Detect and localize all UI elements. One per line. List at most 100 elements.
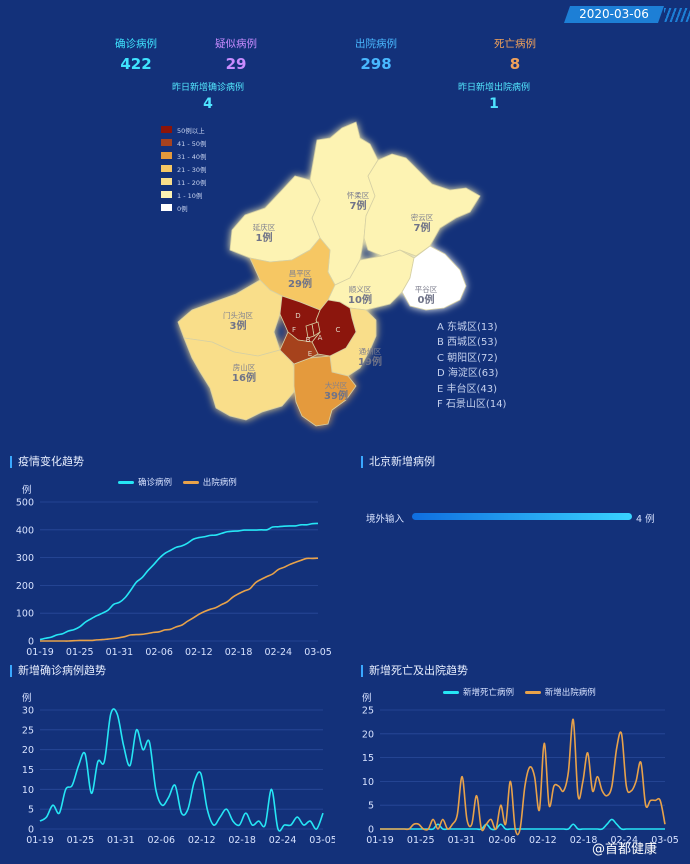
y-tick-label: 5 (28, 805, 34, 816)
panel-title-trend: 疫情变化趋势 (10, 456, 84, 468)
y-tick-label: 0 (368, 825, 374, 836)
core-district-letters: D C ABE F (292, 312, 341, 358)
y-tick-label: 25 (22, 725, 34, 736)
map-legend: 50例以上 41 - 50例 31 - 40例 21 - 30例 11 - 20例 1 -… (161, 123, 207, 214)
legend-label: 出院病例 (202, 478, 237, 488)
x-tick-label: 02-24 (610, 835, 638, 846)
map-legend-label: 50例以上 (177, 126, 205, 135)
y-tick-label: 30 (22, 706, 34, 717)
bar-item-bar (412, 513, 632, 520)
core-district-list: A 东城区(13) B 西城区(53) C 朝阳区(72) D 海淀区(63) E 丰台… (437, 320, 506, 412)
trend-legend: 确诊病例 出院病例 (118, 476, 237, 488)
y-tick-label: 400 (16, 525, 34, 536)
x-tick-label: 01-25 (407, 835, 435, 846)
map-legend-swatch (161, 139, 172, 146)
y-tick-label: 10 (22, 785, 34, 796)
series-line-1 (39, 522, 319, 641)
district-name: 密云区 (411, 212, 434, 222)
y-tick-label: 20 (362, 729, 374, 740)
map-legend-item: 1 - 10例 (161, 188, 207, 201)
y-tick-label: 20 (22, 745, 34, 756)
stat-label: 死亡病例 (494, 38, 536, 50)
district-count: 3例 (230, 319, 247, 332)
y-tick-label: 100 (16, 609, 34, 620)
x-tick-label: 03-05 (304, 647, 332, 658)
map-legend-label: 1 - 10例 (177, 191, 203, 200)
district-name: 房山区 (233, 362, 256, 372)
map-legend-label: 0例 (177, 204, 188, 213)
district-count: 1例 (256, 231, 273, 244)
x-tick-label: 02-18 (570, 835, 598, 846)
x-tick-label: 01-19 (366, 835, 394, 846)
map-legend-swatch (161, 152, 172, 159)
x-tick-label: 01-19 (26, 835, 54, 846)
x-tick-label: 02-12 (529, 835, 557, 846)
y-tick-label: 0 (28, 637, 34, 648)
map-legend-swatch (161, 191, 172, 198)
header-stripes (664, 8, 690, 22)
watermark: @首都健康 (592, 842, 658, 857)
map-legend-label: 21 - 30例 (177, 165, 207, 174)
x-tick-label: 02-06 (488, 835, 516, 846)
x-tick-label: 02-12 (188, 835, 216, 846)
district-miyun[interactable] (363, 153, 481, 257)
core-district-item: E 丰台区(43) (437, 383, 498, 395)
y-tick-label: 500 (16, 498, 34, 509)
x-tick-label: 02-12 (185, 647, 213, 658)
x-tick-label: 02-18 (225, 647, 253, 658)
bar-item-value: 4 例 (636, 514, 655, 525)
death-discharge-legend: 新增死亡病例 新增出院病例 (443, 686, 596, 698)
map-legend-item: 31 - 40例 (161, 149, 207, 162)
x-tick-label: 03-05 (651, 835, 679, 846)
map-legend-item: 11 - 20例 (161, 175, 207, 188)
y-axis-label: 例 (22, 484, 32, 496)
series-line-2 (379, 718, 666, 836)
district-name: 延庆区 (253, 222, 276, 232)
district-fengtai[interactable] (279, 331, 319, 365)
district-yanqing[interactable] (229, 175, 321, 263)
y-axis-label: 例 (362, 692, 372, 704)
panel-title-death-discharge: 新增死亡及出院趋势 (361, 665, 468, 677)
core-district-item: B 西城区(53) (437, 337, 498, 349)
sub-stat-label: 昨日新增出院病例 (457, 83, 530, 93)
map-legend-swatch (161, 178, 172, 185)
district-pinggu[interactable] (401, 245, 467, 311)
core-district-letter: D (295, 312, 300, 320)
y-tick-label: 0 (28, 825, 34, 836)
core-district-letter: F (292, 326, 296, 334)
map-legend-label: 11 - 20例 (177, 178, 207, 187)
series-line-2 (40, 557, 319, 642)
district-fangshan[interactable] (183, 337, 297, 421)
sub-stat-label: 昨日新增确诊病例 (171, 83, 244, 93)
district-name: 顺义区 (349, 285, 372, 294)
x-tick-label: 01-31 (107, 835, 135, 846)
stat-value: 422 (120, 55, 152, 73)
stat-label: 确诊病例 (115, 38, 157, 50)
y-tick-label: 10 (362, 777, 374, 788)
core-district-item: A 东城区(13) (437, 322, 498, 333)
district-name: 门头沟区 (223, 310, 253, 320)
legend-swatch-discharged (182, 481, 199, 484)
core-district-letter: E (308, 350, 312, 358)
panel-title-new-confirmed: 新增确诊病例趋势 (10, 665, 106, 677)
legend-swatch-confirmed (118, 481, 134, 484)
district-name: 怀柔区 (347, 190, 370, 200)
x-tick-label: 02-18 (228, 835, 256, 846)
core-district-letter: C (336, 326, 341, 334)
district-daxing[interactable] (293, 355, 357, 427)
core-district-letter: B (306, 336, 311, 344)
district-count: 7例 (350, 199, 367, 212)
x-tick-label: 01-19 (26, 647, 54, 658)
sub-stat-value: 4 (203, 96, 213, 112)
stat-value: 298 (360, 55, 392, 73)
district-xicheng[interactable] (305, 323, 315, 339)
map-legend-item: 41 - 50例 (161, 136, 207, 149)
district-count: 29例 (288, 277, 312, 290)
x-tick-label: 01-25 (66, 647, 94, 658)
y-tick-label: 15 (22, 765, 34, 776)
map-legend-item: 21 - 30例 (161, 162, 207, 175)
x-tick-label: 02-24 (264, 647, 292, 658)
y-tick-label: 300 (16, 553, 34, 564)
trend-chart: 例 0 100 200 300 400 500 01-19 01-25 01-31 02-06 02-… (16, 484, 332, 658)
